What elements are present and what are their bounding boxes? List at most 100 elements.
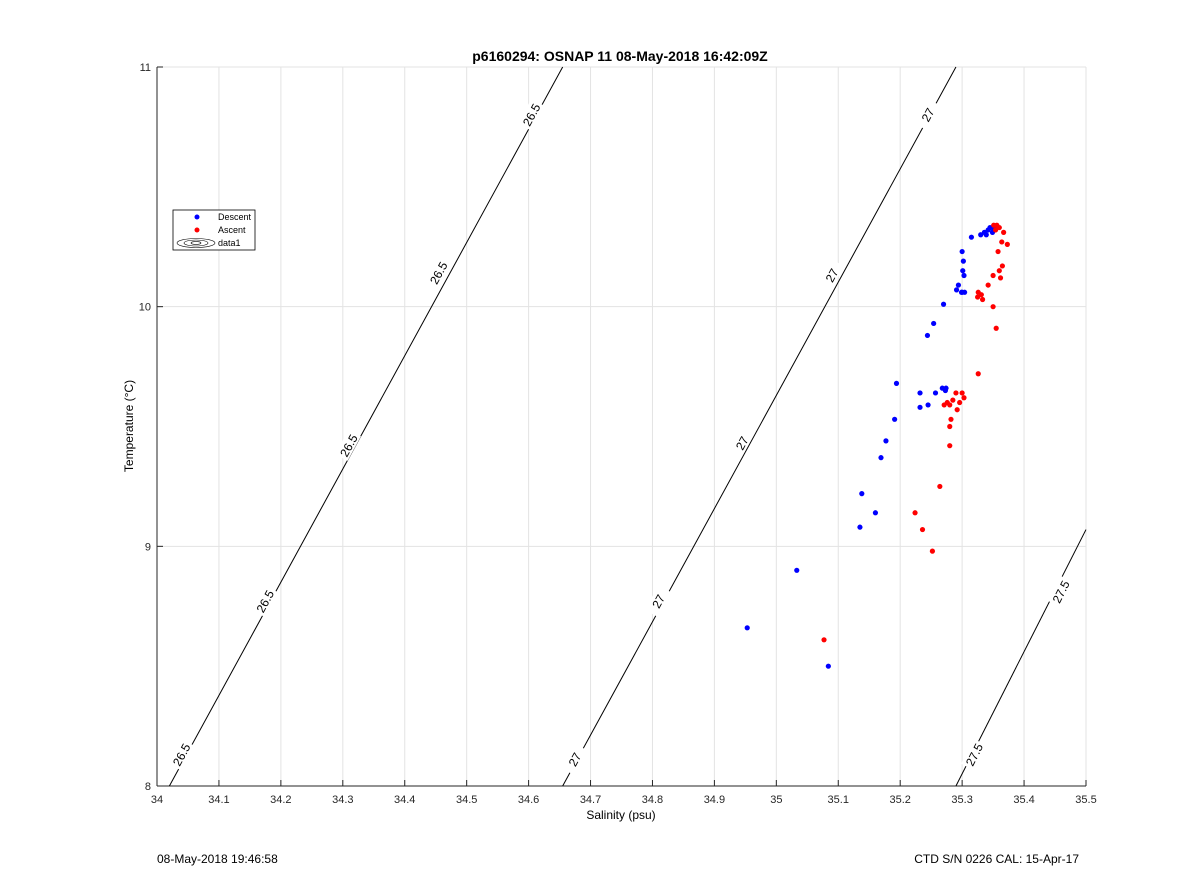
instrument-info: CTD S/N 0226 CAL: 15-Apr-17 <box>914 852 1079 866</box>
ascent-point <box>961 395 967 401</box>
ascent-point <box>821 637 827 643</box>
ascent-point <box>979 296 986 303</box>
y-axis-label: Temperature (°C) <box>122 380 136 472</box>
isopycnal-label: 26.5 <box>335 429 361 461</box>
legend-ascent-label: Ascent <box>218 225 246 235</box>
isopycnal-label: 27.5 <box>1047 575 1073 608</box>
ascent-point <box>996 268 1002 274</box>
ascent-point <box>997 275 1004 281</box>
legend-ascent-marker <box>194 227 200 233</box>
descent-point <box>987 224 993 231</box>
data-points <box>744 222 1010 669</box>
legend-descent-label: Descent <box>218 212 252 222</box>
ascent-point <box>975 289 981 295</box>
legend-box <box>172 209 256 251</box>
x-tick-label: 35.3 <box>951 794 972 806</box>
ascent-point <box>975 371 981 377</box>
y-tick-label: 9 <box>145 541 151 553</box>
legend-contour-icon <box>176 238 216 248</box>
isopycnal-label: 27 <box>914 98 941 131</box>
ascent-point <box>1001 229 1007 235</box>
chart-title: p6160294: OSNAP 11 08-May-2018 16:42:09Z <box>472 48 768 64</box>
isopycnal-label-bg <box>961 738 987 771</box>
x-tick-label: 34.6 <box>518 794 539 806</box>
isopycnal-label-bg <box>517 98 544 131</box>
isopycnal-label-text: 27 <box>733 434 752 453</box>
y-tick-label: 8 <box>145 781 151 793</box>
descent-point <box>883 438 889 444</box>
ascent-point <box>991 222 997 228</box>
ascent-point <box>937 483 943 490</box>
x-tick-label: 35.2 <box>889 794 910 806</box>
y-tick-label: 11 <box>140 62 151 74</box>
ascent-point <box>999 239 1005 245</box>
ascent-point <box>992 227 999 233</box>
ascent-point <box>1004 241 1010 247</box>
x-tick-label: 34.9 <box>704 794 725 806</box>
isopycnal-label-text: 27 <box>566 750 585 769</box>
descent-point <box>925 402 931 408</box>
x-axis-ticks: 34 34.1 34.2 34.3 34.4 34.5 34.6 34.7 34.8 34.9 35… <box>151 780 1097 806</box>
isopycnal-line <box>168 66 564 787</box>
ascent-point <box>953 390 959 396</box>
print-timestamp: 08-May-2018 19:46:58 <box>157 852 278 866</box>
isopycnal-label-bg <box>1047 575 1073 608</box>
descent-point <box>983 232 989 238</box>
legend-descent-marker <box>194 214 200 220</box>
x-tick-label: 34.8 <box>642 794 663 806</box>
x-tick-label: 35.1 <box>828 794 849 806</box>
legend-data1-label: data1 <box>218 238 241 248</box>
ascent-point <box>948 416 954 422</box>
x-axis-label: Salinity (psu) <box>586 808 655 822</box>
x-tick-label: 34 <box>151 794 163 806</box>
descent-point <box>744 625 750 631</box>
ascent-point <box>993 325 999 331</box>
isopycnal-label-bg <box>644 585 671 617</box>
descent-point <box>859 491 865 497</box>
isopycnal-label-bg <box>728 427 755 459</box>
descent-point <box>794 567 800 573</box>
isopycnal-label-bg <box>168 738 194 771</box>
descent-point <box>955 282 962 288</box>
isopycnal-label: 27 <box>561 743 588 775</box>
descent-point <box>917 390 923 396</box>
x-tick-label: 35 <box>770 794 782 806</box>
ascent-point <box>950 397 956 403</box>
isopycnal-label-bg <box>561 743 588 775</box>
descent-point <box>953 287 960 293</box>
isopycnal-label: 26.5 <box>251 585 278 617</box>
isopycnal-label-bg <box>335 429 361 461</box>
isopycnal-label: 27 <box>818 259 845 291</box>
ascent-point <box>941 402 947 408</box>
descent-point <box>959 248 965 255</box>
isopycnal-label-text: 27 <box>823 266 842 285</box>
ascent-point <box>957 399 963 406</box>
isopycnal-line <box>562 66 957 787</box>
x-tick-label: 34.5 <box>456 794 477 806</box>
legend: Descent Ascent data1 <box>172 209 256 251</box>
descent-point <box>872 510 879 516</box>
ascent-point <box>975 294 981 300</box>
isopycnal-label: 26.5 <box>168 738 194 771</box>
descent-point <box>962 289 968 295</box>
isopycnal-label: 27.5 <box>961 738 987 771</box>
ascent-point <box>985 282 991 288</box>
ascent-point <box>990 272 996 279</box>
descent-point <box>917 404 923 410</box>
ascent-point <box>947 443 953 449</box>
ascent-point <box>999 263 1005 269</box>
descent-point <box>940 301 947 307</box>
descent-point <box>960 258 966 264</box>
descent-point <box>968 234 975 240</box>
isopycnal-label: 26.5 <box>425 256 451 289</box>
isopycnal-label-bg <box>425 256 451 289</box>
descent-point <box>960 268 966 274</box>
ascent-point <box>990 304 996 310</box>
ascent-point <box>954 407 960 413</box>
ascent-point <box>929 548 936 554</box>
descent-point <box>893 380 900 386</box>
isopycnal-label-bg <box>914 98 941 131</box>
descent-point <box>825 663 831 669</box>
descent-point <box>892 416 898 422</box>
